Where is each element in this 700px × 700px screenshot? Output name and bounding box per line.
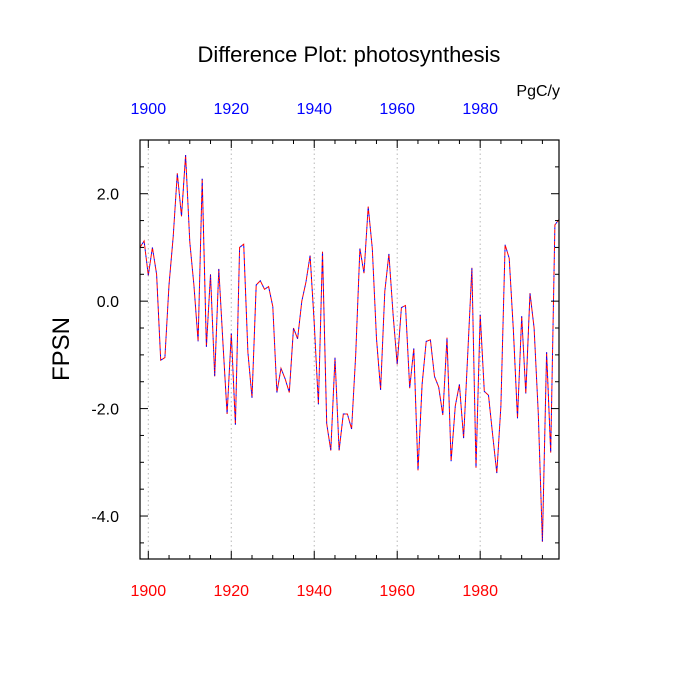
- y-tick-label: 2.0: [97, 187, 119, 204]
- x-tick-label-bottom: 1900: [131, 583, 167, 600]
- grid-lines: [147, 140, 481, 559]
- y-axis-label: FPSN: [48, 317, 75, 381]
- chart-title: Difference Plot: photosynthesis: [198, 42, 501, 67]
- x-tick-label-top: 1980: [462, 101, 498, 118]
- series-line-red: [139, 154, 560, 542]
- x-tick-label-bottom: 1980: [462, 583, 498, 600]
- x-tick-label-top: 1900: [131, 101, 167, 118]
- axis-tick-labels: 1900 1900 1920 1920 1940 1940 1960 1960 1980 1980…: [91, 101, 498, 600]
- y-tick-label: -4.0: [91, 509, 119, 526]
- x-tick-label-bottom: 1960: [379, 583, 415, 600]
- units-label: PgC/y: [516, 83, 560, 100]
- y-tick-label: -2.0: [91, 402, 119, 419]
- plot-frame: [139, 139, 560, 560]
- series-lines: [139, 154, 560, 542]
- y-tick-label: 0.0: [97, 294, 119, 311]
- x-tick-label-top: 1940: [296, 101, 332, 118]
- axis-ticks: [140, 139, 559, 559]
- x-tick-label-top: 1960: [379, 101, 415, 118]
- series-line-blue: [139, 154, 560, 542]
- x-tick-label-bottom: 1940: [296, 583, 332, 600]
- x-tick-label-bottom: 1920: [213, 583, 249, 600]
- x-tick-label-top: 1920: [213, 101, 249, 118]
